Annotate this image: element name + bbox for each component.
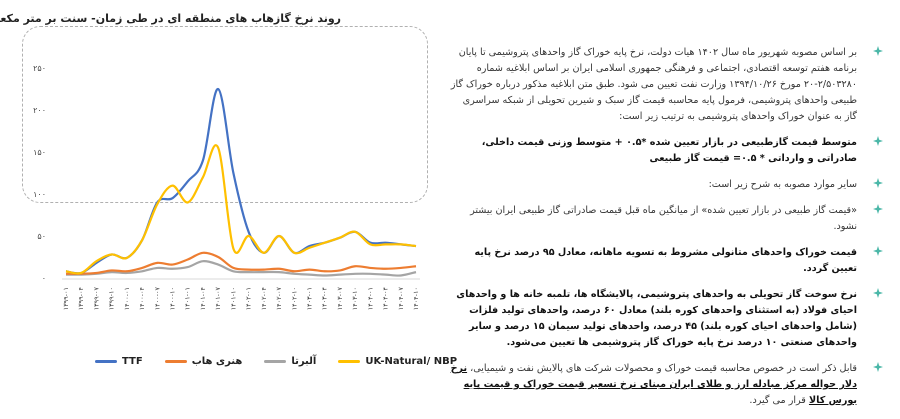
bullet-paragraph: بر اساس مصوبه شهریور ماه سال ۱۴۰۲ هیات د… — [448, 45, 883, 125]
article-text: بر اساس مصوبه شهریور ماه سال ۱۴۰۲ هیات د… — [448, 45, 883, 419]
series-line — [65, 144, 417, 275]
underlined-highlight: نرخ دلار حواله مرکز مبادله ارز و طلای ای… — [450, 363, 857, 406]
svg-text:۱۴۰۳-۱۰: ۱۴۰۳-۱۰ — [351, 287, 359, 310]
chart-legend: TTF هنری هاب آلبرتا UK-Natural/ NBP — [95, 356, 457, 367]
formula-paragraph: متوسط قیمت گازطبیعی در بازار تعیین شده *… — [448, 135, 883, 167]
svg-text:۱۳۹۹-۱۰: ۱۳۹۹-۱۰ — [108, 287, 116, 310]
svg-text:۱۴۰۱-۰۷: ۱۴۰۱-۰۷ — [214, 286, 222, 310]
diamond-bullet-icon — [873, 178, 883, 188]
svg-text:۱۴۰۴-۰۱: ۱۴۰۴-۰۱ — [366, 287, 374, 310]
svg-text:۱۴۰۲-۱۰: ۱۴۰۲-۱۰ — [290, 287, 298, 310]
legend-label: TTF — [122, 356, 143, 367]
legend-item-ttf: TTF — [95, 356, 143, 367]
line-chart: ۰ ۵۰ ۱۰۰ ۱۵۰ ۲۰۰ ۲۵۰ ۱۳۹۹-۰۱ ۱۳۹۹-۰۴ ۱۳۹۹-۰۷ ۱۳۹۹… — [33, 64, 420, 310]
legend-swatch-icon — [164, 360, 187, 363]
svg-text:۵۰: ۵۰ — [37, 232, 46, 241]
svg-text:۱۴۰۱-۱۰: ۱۴۰۱-۱۰ — [229, 287, 237, 310]
diamond-bullet-icon — [873, 136, 883, 146]
series-line — [65, 251, 417, 275]
svg-text:۱۳۹۹-۰۷: ۱۳۹۹-۰۷ — [92, 286, 100, 310]
legend-item-henry-hub: هنری هاب — [164, 356, 243, 367]
legend-label: هنری هاب — [191, 356, 243, 367]
diamond-bullet-icon — [873, 204, 883, 214]
diamond-bullet-icon — [873, 362, 883, 372]
svg-text:۱۴۰۳-۰۱: ۱۴۰۳-۰۱ — [305, 287, 313, 310]
legend-swatch-icon — [338, 360, 361, 363]
legend-item-alberta: آلبرتا — [264, 356, 316, 367]
svg-text:۱۴۰۰-۰۴: ۱۴۰۰-۰۴ — [138, 286, 146, 310]
bullet-paragraph: سایر موارد مصوبه به شرح زیر است: — [448, 177, 883, 193]
bullet-paragraph-last: قابل ذکر است در خصوص محاسبه قیمت خوراک و… — [448, 361, 883, 409]
legend-item-nbp: UK-Natural/ NBP — [338, 356, 457, 367]
svg-text:۱۴۰۴-۰۷: ۱۴۰۴-۰۷ — [397, 286, 405, 310]
svg-text:۱۰۰: ۱۰۰ — [33, 190, 46, 199]
legend-swatch-icon — [264, 360, 287, 363]
series-line — [65, 260, 417, 277]
bullet-paragraph: قیمت خوراک واحدهای متانولی مشروط به تسوی… — [448, 245, 883, 277]
svg-text:۱۴۰۴-۰۴: ۱۴۰۴-۰۴ — [382, 286, 390, 310]
svg-text:۲۰۰: ۲۰۰ — [33, 106, 46, 115]
svg-text:۱۴۰۱-۰۱: ۱۴۰۱-۰۱ — [184, 287, 192, 310]
svg-text:۱۴۰۳-۰۷: ۱۴۰۳-۰۷ — [336, 286, 344, 310]
legend-swatch-icon — [95, 360, 117, 363]
legend-label: UK-Natural/ NBP — [365, 356, 458, 367]
bullet-paragraph: نرخ سوخت گاز تحویلی به واحدهای پتروشیمی،… — [448, 287, 883, 351]
svg-text:۱۳۹۹-۰۴: ۱۳۹۹-۰۴ — [77, 286, 85, 310]
svg-text:۱۴۰۰-۰۷: ۱۴۰۰-۰۷ — [153, 286, 161, 310]
svg-text:۱۴۰۳-۰۴: ۱۴۰۳-۰۴ — [321, 286, 329, 310]
diamond-bullet-icon — [873, 46, 883, 56]
svg-text:۱۴۰۴-۱۰: ۱۴۰۴-۱۰ — [412, 287, 420, 310]
svg-text:۱۴۰۲-۰۷: ۱۴۰۲-۰۷ — [275, 286, 283, 310]
diamond-bullet-icon — [873, 246, 883, 256]
chart-title: روند نرخ گازهاب های منطقه ای در طی زمان-… — [0, 12, 347, 25]
svg-text:۱۴۰۰-۱۰: ۱۴۰۰-۱۰ — [169, 287, 177, 310]
svg-text:۰: ۰ — [42, 274, 46, 283]
chart-card — [22, 26, 428, 203]
svg-text:۱۵۰: ۱۵۰ — [33, 148, 46, 157]
svg-text:۱۴۰۲-۰۱: ۱۴۰۲-۰۱ — [245, 287, 253, 310]
legend-label: آلبرتا — [291, 356, 317, 367]
svg-text:۱۴۰۱-۰۴: ۱۴۰۱-۰۴ — [199, 286, 207, 310]
svg-text:۱۴۰۰-۰۱: ۱۴۰۰-۰۱ — [123, 287, 131, 310]
diamond-bullet-icon — [873, 288, 883, 298]
svg-text:۱۴۰۲-۰۴: ۱۴۰۲-۰۴ — [260, 286, 268, 310]
svg-text:۲۵۰: ۲۵۰ — [33, 64, 46, 73]
bullet-paragraph: «قیمت گاز طبیعی در بازار تعیین شده» از م… — [448, 203, 883, 235]
svg-text:۱۳۹۹-۰۱: ۱۳۹۹-۰۱ — [62, 287, 70, 310]
